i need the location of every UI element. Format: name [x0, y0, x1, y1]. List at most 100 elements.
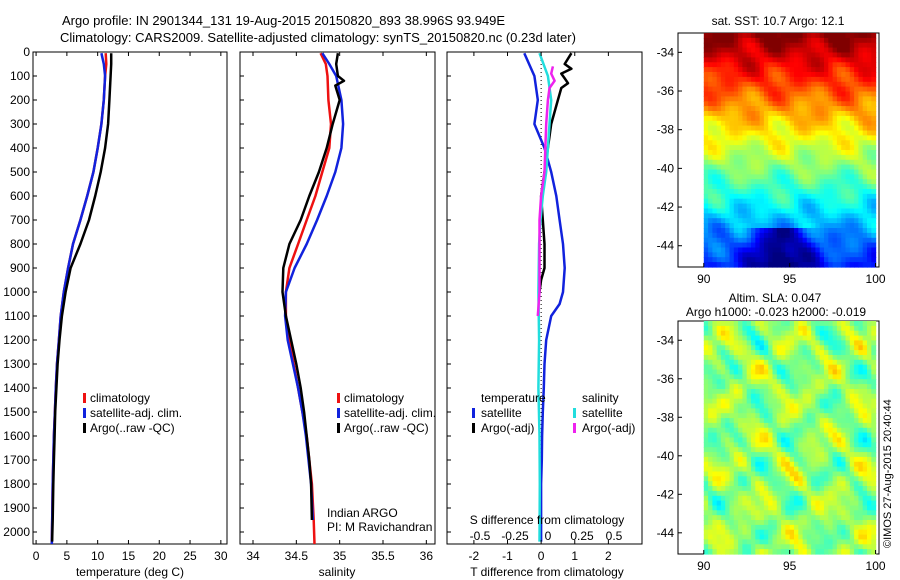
map-cell [725, 101, 731, 107]
map-cell [828, 413, 834, 419]
map-cell [763, 57, 769, 63]
map-cell [768, 174, 774, 180]
map-cell [806, 37, 812, 44]
map-cell [867, 374, 872, 380]
map-cell [845, 159, 851, 166]
map-cell [772, 384, 778, 390]
map-cell [781, 164, 786, 171]
map-cell [720, 247, 726, 253]
map-cell [716, 198, 722, 205]
map-cell [712, 422, 718, 429]
map-cell [776, 106, 782, 112]
map-cell [785, 150, 791, 156]
map-cell [862, 150, 868, 156]
map-cell [738, 120, 743, 127]
map-cell [785, 321, 791, 327]
map-cell [776, 76, 782, 83]
map-cell [858, 369, 864, 375]
map-cell [759, 364, 765, 371]
map-cell [845, 37, 851, 44]
map-cell [832, 408, 838, 414]
map-cell [716, 520, 722, 526]
map-cell [738, 369, 743, 375]
map-cell [768, 223, 774, 229]
map-cell [824, 350, 829, 356]
map-cell [716, 179, 722, 185]
map-cell [712, 86, 718, 93]
map-cell [738, 91, 743, 97]
map-cell [858, 252, 864, 258]
map-cell [845, 193, 851, 200]
map-cell [751, 549, 756, 555]
map-cell [751, 520, 756, 526]
map-cell [819, 500, 825, 507]
map-cell [725, 218, 731, 224]
map-cell [858, 345, 864, 351]
map-cell [845, 189, 851, 195]
map-cell [703, 150, 709, 156]
map-cell [845, 252, 851, 258]
map-cell [768, 321, 774, 327]
map-cell [871, 384, 877, 390]
map-cell [746, 408, 752, 414]
map-cell [806, 335, 812, 342]
map-cell [819, 228, 825, 234]
map-cell [712, 408, 718, 414]
map-cell [802, 232, 808, 239]
map-cell [819, 164, 825, 171]
map-cell [794, 549, 799, 555]
map-cell [742, 67, 748, 73]
map-cell [802, 330, 808, 337]
map-cell [819, 495, 825, 502]
map-cell [819, 184, 825, 190]
map-cell [785, 242, 791, 249]
map-cell [742, 379, 748, 385]
legend-label-t-argo: Argo(-adj) [481, 421, 534, 435]
map-cell [798, 325, 804, 332]
map-cell [768, 96, 774, 102]
map-cell [755, 437, 761, 443]
map-cell [781, 510, 786, 516]
map-cell [772, 350, 778, 356]
map-cell [841, 539, 847, 545]
map-cell [832, 330, 838, 337]
map-cell [794, 350, 799, 356]
map-cell [781, 403, 786, 409]
map-cell [806, 164, 812, 171]
map-cell [811, 111, 816, 117]
map-cell [854, 345, 859, 351]
map-cell [862, 379, 868, 385]
map-cell [794, 398, 799, 405]
map-cell [845, 106, 851, 112]
map-cell [725, 544, 731, 550]
map-cell [729, 237, 735, 244]
map-cell [836, 218, 842, 224]
map-cell [720, 232, 726, 239]
map-cell [708, 232, 713, 239]
map-cell [798, 355, 804, 361]
map-cell [828, 452, 834, 458]
map-cell [763, 389, 769, 395]
map-cell [871, 539, 877, 545]
map-cell [802, 184, 808, 190]
map-cell [815, 86, 821, 93]
map-cell [751, 364, 756, 371]
map-cell [815, 67, 821, 73]
map-cell [716, 432, 722, 439]
map-cell [729, 355, 735, 361]
map-cell [798, 549, 804, 555]
map-cell [742, 135, 748, 141]
map-cell [828, 52, 834, 58]
map-cell [768, 427, 774, 434]
map-cell [798, 247, 804, 253]
map-cell [716, 384, 722, 390]
map-cell [759, 515, 765, 521]
map-cell [845, 81, 851, 88]
map-cell [811, 466, 816, 473]
y-tick-label: 100 [10, 69, 30, 83]
map-cell [832, 534, 838, 541]
map-cell [712, 350, 718, 356]
map-cell [781, 174, 786, 180]
map-cell [772, 466, 778, 473]
map-cell [854, 232, 859, 239]
